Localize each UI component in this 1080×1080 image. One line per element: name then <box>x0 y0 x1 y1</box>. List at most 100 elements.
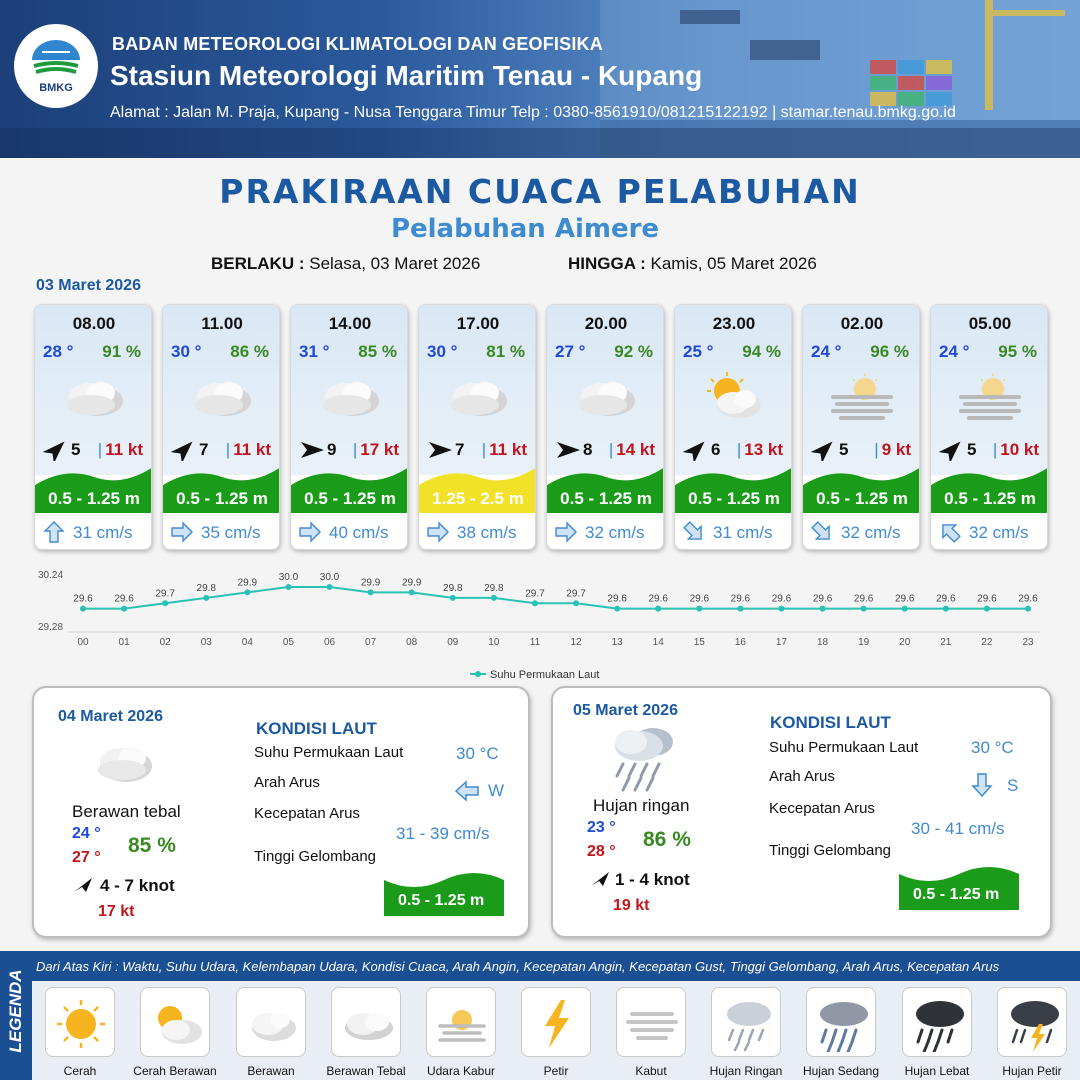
sst-data-label: 29.8 <box>197 583 217 594</box>
legend-item-hujan-sedang <box>806 987 876 1057</box>
x-tick-label: 06 <box>324 637 336 648</box>
thunderstorm-icon <box>1011 1001 1059 1052</box>
day2-wave: 0.5 - 1.25 m <box>398 892 485 909</box>
wave-graphic <box>675 468 791 513</box>
card-temperature: 31 ° <box>299 342 330 361</box>
wind-direction-icon <box>170 439 197 464</box>
card-gust: | 14 kt <box>608 440 655 459</box>
day3-current-speed: 30 - 41 cm/s <box>911 819 1005 838</box>
sst-data-label: 29.6 <box>977 594 997 605</box>
x-tick-label: 20 <box>899 637 911 648</box>
weather-icon <box>955 371 1025 423</box>
wave-graphic <box>547 468 663 513</box>
port-name: Pelabuhan Aimere <box>390 214 660 244</box>
card-gust: | 10 kt <box>992 440 1039 459</box>
x-tick-label: 03 <box>201 637 213 648</box>
wind-direction-icon <box>299 439 325 461</box>
x-tick-label: 21 <box>940 637 952 648</box>
forecast-card-0800: 08.00 28 ° 91 % 5 | 11 kt 0.5 - 1.25 m 31… <box>34 304 152 550</box>
y-tick-label: 30.24 <box>38 570 63 581</box>
day3-temp-max: 28 ° <box>587 843 616 860</box>
day2-humidity: 85 % <box>128 834 176 857</box>
station-address: Alamat : Jalan M. Praja, Kupang - Nusa T… <box>110 104 956 121</box>
sst-data-point <box>531 600 538 607</box>
day2-condition: Berawan tebal <box>72 802 181 821</box>
sst-data-label: 29.6 <box>772 594 792 605</box>
day3-condition: Hujan ringan <box>593 796 690 815</box>
x-tick-label: 08 <box>406 637 418 648</box>
legend-item-cerah-berawan <box>140 987 210 1057</box>
sst-data-point <box>696 605 703 612</box>
card-time: 17.00 <box>456 314 500 333</box>
sst-series-line <box>83 586 1028 610</box>
day3-wave-label: Tinggi Gelombang <box>769 842 892 859</box>
legend-item-label: Petir <box>543 1064 569 1078</box>
sst-data-label: 29.7 <box>566 588 586 599</box>
day3-gust: 19 kt <box>613 897 650 914</box>
x-tick-label: 22 <box>981 637 993 648</box>
current-direction-icon <box>811 521 833 543</box>
wave-graphic <box>163 468 279 513</box>
sst-data-point <box>408 589 415 596</box>
weather-icon <box>699 371 769 423</box>
current-direction-icon <box>43 521 65 543</box>
page-title: PRAKIRAAN CUACA PELABUHAN <box>219 172 861 211</box>
day3-current-speed-label: Kecepatan Arus <box>769 800 875 817</box>
card-time: 11.00 <box>201 314 243 333</box>
sst-data-point <box>942 605 949 612</box>
sst-data-label: 29.8 <box>443 583 463 594</box>
card-gust-value: 11 kt <box>233 440 271 459</box>
station-name: Stasiun Meteorologi Maritim Tenau - Kupa… <box>110 60 703 91</box>
day3-wind: 1 - 4 knot <box>615 870 690 889</box>
day2-temp-min: 24 ° <box>72 825 101 842</box>
card-wave-height: 1.25 - 2.5 m <box>432 489 524 508</box>
day3-wave-graphic <box>899 867 1019 910</box>
fog-icon <box>626 1012 678 1040</box>
sst-data-point <box>244 589 251 596</box>
bmkg-logo-icon <box>32 40 80 74</box>
sst-data-point <box>121 605 128 612</box>
current-direction-icon <box>555 521 577 543</box>
sst-data-label: 29.6 <box>114 594 134 605</box>
sst-data-label: 30.0 <box>279 572 299 583</box>
day3-sst-label: Suhu Permukaan Laut <box>769 739 919 756</box>
day3-humidity: 86 % <box>643 828 691 851</box>
sst-data-label: 29.9 <box>402 577 422 588</box>
card-humidity: 91 % <box>102 342 141 361</box>
wave-graphic <box>931 468 1047 513</box>
current-arrow-west-icon <box>454 780 479 802</box>
card-humidity: 94 % <box>742 342 781 361</box>
current-direction-icon <box>939 521 961 543</box>
day2-current-dir-label: Arah Arus <box>254 774 320 791</box>
card-gust: | 17 kt <box>352 440 399 459</box>
legend-item-berawan-tebal <box>331 987 401 1057</box>
card-humidity: 95 % <box>998 342 1037 361</box>
sst-data-point <box>490 594 497 601</box>
bmkg-logo: BMKG <box>14 24 98 108</box>
card-wind-speed: 8 <box>583 440 593 459</box>
weather-icon <box>443 371 513 423</box>
legend-item-label: Cerah <box>63 1064 97 1078</box>
wind-direction-icon <box>682 439 709 464</box>
sst-data-label: 29.7 <box>155 588 175 599</box>
sst-data-label: 30.0 <box>320 572 340 583</box>
x-tick-label: 10 <box>488 637 500 648</box>
card-humidity: 81 % <box>486 342 525 361</box>
card-temperature: 25 ° <box>683 342 714 361</box>
legend-item-label: Udara Kabur <box>426 1064 496 1078</box>
sst-data-label: 29.8 <box>484 583 504 594</box>
legend-item-label: Kabut <box>635 1064 667 1078</box>
x-tick-label: 15 <box>694 637 706 648</box>
wind-direction-icon <box>42 439 69 464</box>
forecast-card-2000: 20.00 27 ° 92 % 8 | 14 kt 0.5 - 1.25 m 32… <box>546 304 664 550</box>
sst-data-label: 29.6 <box>607 594 627 605</box>
card-wind-speed: 5 <box>839 440 849 459</box>
header-strip <box>0 128 1080 158</box>
day3-date: 05 Maret 2026 <box>573 702 678 719</box>
card-current-speed: 31 cm/s <box>713 523 773 542</box>
card-humidity: 92 % <box>614 342 653 361</box>
legend-item-label: Hujan Petir <box>1002 1064 1062 1078</box>
legend-item-hujan-ringan <box>711 987 781 1057</box>
valid-from-label: BERLAKU : <box>211 254 305 273</box>
x-tick-label: 16 <box>735 637 747 648</box>
